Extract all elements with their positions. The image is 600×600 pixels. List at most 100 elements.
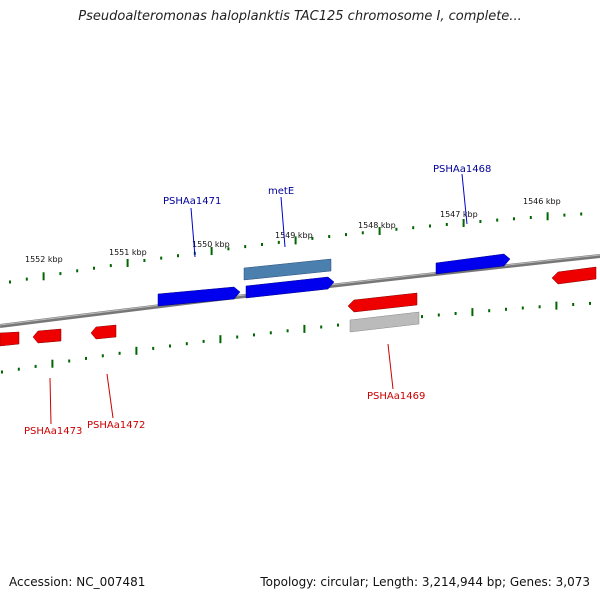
major-tick <box>210 247 213 255</box>
minor-tick <box>454 312 457 315</box>
minor-tick <box>160 256 163 260</box>
minor-tick <box>286 329 289 333</box>
minor-tick <box>311 236 314 240</box>
minor-tick <box>479 220 482 223</box>
minor-tick <box>521 306 524 310</box>
major-tick <box>471 308 474 317</box>
major-tick <box>303 324 306 333</box>
gene-PSHAa1467[interactable] <box>551 266 597 285</box>
minor-tick <box>269 331 272 335</box>
minor-tick <box>1 370 3 374</box>
gene-metE-highlight[interactable] <box>243 258 332 281</box>
minor-tick <box>236 335 239 339</box>
leader-metE <box>280 196 286 248</box>
minor-tick <box>152 346 155 350</box>
minor-tick <box>445 223 448 226</box>
minor-tick <box>513 217 515 221</box>
kbp-label-1549: 1549 kbp <box>275 231 313 240</box>
minor-tick <box>429 224 431 228</box>
gene-PSHAa1471[interactable] <box>157 286 241 307</box>
gene-metE[interactable] <box>245 276 335 299</box>
major-tick <box>555 301 558 310</box>
minor-tick <box>572 303 575 306</box>
minor-tick <box>25 277 28 281</box>
major-tick <box>546 212 549 221</box>
minor-tick <box>328 235 331 238</box>
minor-tick <box>488 309 491 313</box>
gene-PSHAa1469-product[interactable] <box>349 311 420 333</box>
minor-tick <box>101 354 104 358</box>
minor-tick <box>93 266 95 270</box>
minor-tick <box>320 325 323 329</box>
minor-tick <box>538 305 541 309</box>
minor-tick <box>185 342 188 346</box>
major-tick <box>51 359 54 368</box>
label-metE[interactable]: metE <box>268 186 294 197</box>
minor-tick <box>118 351 121 355</box>
label-PSHAa1468[interactable]: PSHAa1468 <box>433 164 491 175</box>
major-tick <box>219 335 222 344</box>
leader-PSHAa1471 <box>190 207 196 258</box>
minor-tick <box>143 259 146 262</box>
minor-tick <box>580 212 583 216</box>
minor-tick <box>261 243 263 246</box>
minor-tick <box>563 213 566 217</box>
minor-tick <box>177 254 179 258</box>
minor-tick <box>589 301 591 305</box>
minor-tick <box>9 280 11 284</box>
leader-PSHAa1472 <box>106 373 114 419</box>
minor-tick <box>253 333 255 337</box>
major-tick <box>294 236 297 245</box>
minor-tick <box>496 218 499 222</box>
minor-tick <box>277 240 280 244</box>
minor-tick <box>395 227 398 231</box>
gene-PSHAa1469[interactable] <box>347 292 418 313</box>
minor-tick <box>109 264 112 268</box>
forward-gene-labels: PSHAa1471 metE PSHAa1468 <box>163 164 491 258</box>
label-PSHAa1473[interactable]: PSHAa1473 <box>24 426 82 437</box>
minor-tick <box>76 269 79 273</box>
leader-PSHAa1468 <box>461 173 468 225</box>
minor-tick <box>17 367 20 371</box>
minor-tick <box>85 356 87 360</box>
minor-tick <box>68 359 71 363</box>
major-tick <box>378 227 381 235</box>
minor-tick <box>169 344 171 348</box>
forward-genes <box>157 253 511 307</box>
gene-PSHAa1473[interactable] <box>32 328 62 344</box>
minor-tick <box>421 315 423 319</box>
label-PSHAa1472[interactable]: PSHAa1472 <box>87 420 145 431</box>
minor-tick <box>202 339 205 343</box>
minor-tick <box>337 323 339 327</box>
major-tick <box>462 219 465 227</box>
reverse-gene-labels: PSHAa1473 PSHAa1472 PSHAa1469 <box>24 343 425 437</box>
major-tick <box>126 259 129 267</box>
leader-PSHAa1473 <box>49 377 52 425</box>
minor-tick <box>34 364 37 368</box>
reverse-genes <box>0 266 597 347</box>
forward-tick-track <box>9 212 583 284</box>
gene-PSHAa1472[interactable] <box>90 324 117 340</box>
kbp-label-1550: 1550 kbp <box>192 240 230 249</box>
leader-PSHAa1469 <box>387 343 394 390</box>
topology-summary: Topology: circular; Length: 3,214,944 bp… <box>260 575 590 589</box>
gene-PSHAa1474[interactable] <box>0 331 20 347</box>
label-PSHAa1471[interactable]: PSHAa1471 <box>163 196 221 207</box>
kbp-label-1552: 1552 kbp <box>25 255 63 264</box>
major-tick <box>42 272 45 281</box>
gene-PSHAa1468[interactable] <box>435 253 511 275</box>
minor-tick <box>529 216 532 219</box>
label-PSHAa1469[interactable]: PSHAa1469 <box>367 391 425 402</box>
minor-tick <box>227 247 230 251</box>
minor-tick <box>437 313 440 317</box>
kbp-label-1548: 1548 kbp <box>358 221 396 230</box>
minor-tick <box>361 231 364 235</box>
minor-tick <box>244 245 247 249</box>
map-title: Pseudoalteromonas haloplanktis TAC125 ch… <box>78 9 522 24</box>
accession-text: Accession: NC_007481 <box>9 575 146 589</box>
minor-tick <box>345 233 347 237</box>
kbp-labels: 1552 kbp 1551 kbp 1550 kbp 1549 kbp 1548… <box>25 197 561 264</box>
minor-tick <box>59 272 62 276</box>
kbp-label-1546: 1546 kbp <box>523 197 561 206</box>
